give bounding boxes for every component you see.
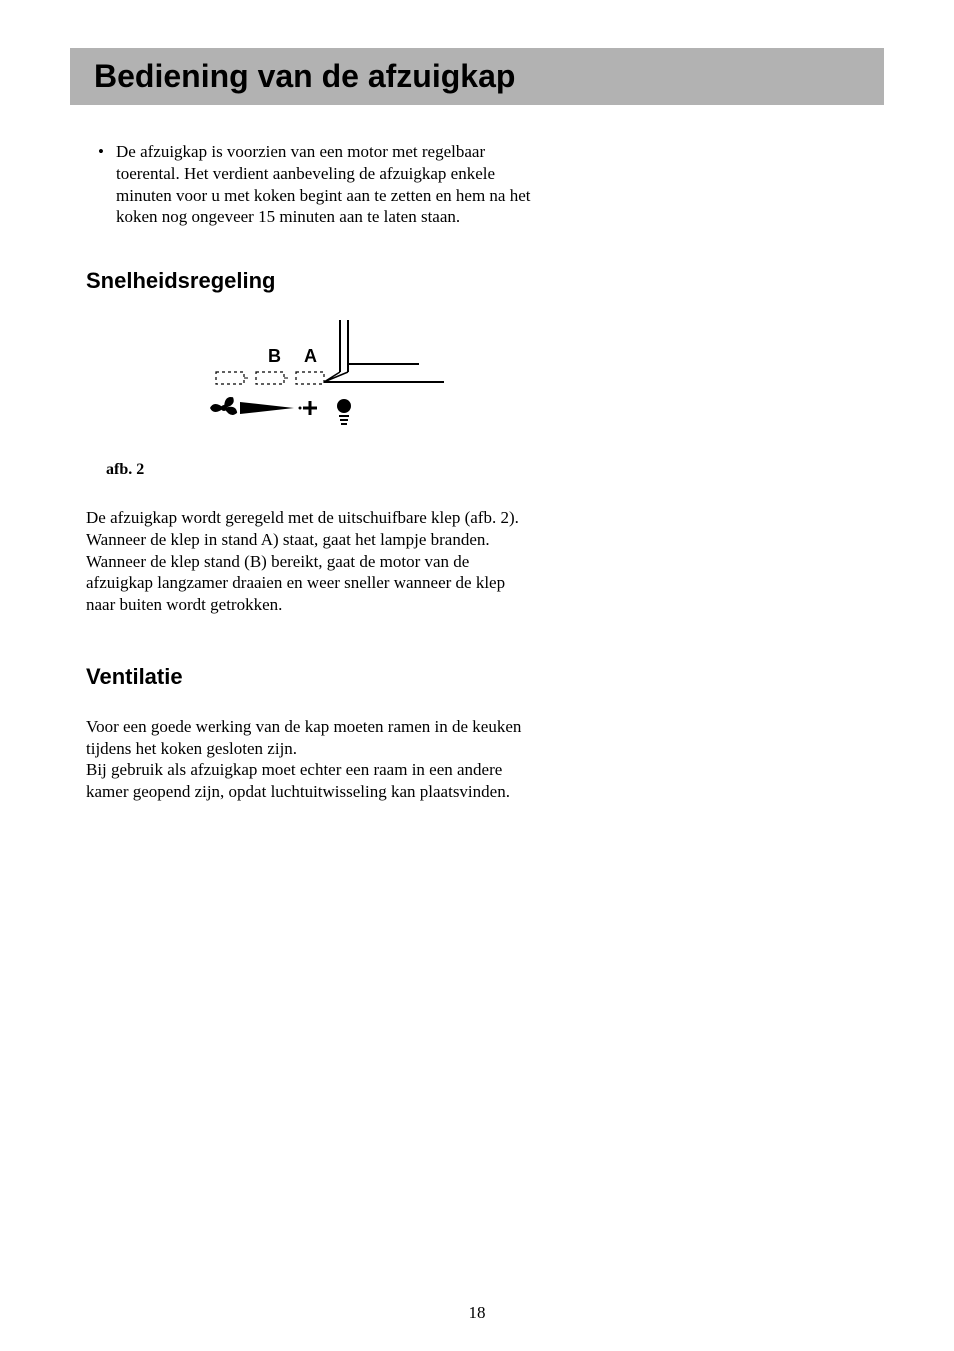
figure-label-b: B — [268, 346, 281, 366]
page-title: Bediening van de afzuigkap — [94, 58, 884, 95]
figure-label-a: A — [304, 346, 317, 366]
section-heading-speed: Snelheidsregeling — [86, 268, 884, 294]
section-heading-ventilation: Ventilatie — [86, 664, 884, 690]
intro-block: De afzuigkap is voorzien van een motor m… — [98, 141, 546, 228]
hood-diagram-icon: B A — [144, 320, 454, 440]
page-number: 18 — [0, 1303, 954, 1323]
section1-paragraph: De afzuigkap wordt geregeld met de uitsc… — [86, 507, 534, 616]
figure-2: B A — [144, 320, 884, 445]
section2-paragraph: Voor een goede werking van de kap moeten… — [86, 716, 534, 803]
intro-text: De afzuigkap is voorzien van een motor m… — [116, 141, 546, 228]
figure-caption: afb. 2 — [106, 461, 884, 479]
page-title-bar: Bediening van de afzuigkap — [70, 48, 884, 105]
bullet-icon — [98, 141, 116, 228]
